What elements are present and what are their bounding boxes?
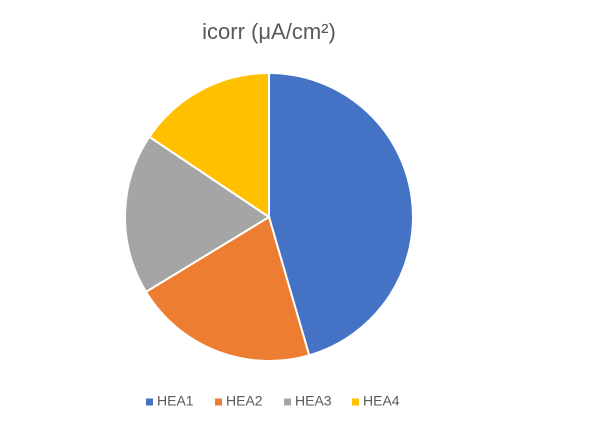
legend-swatch — [215, 398, 222, 406]
pie-slice — [144, 215, 311, 362]
pie-slice — [124, 135, 271, 294]
legend-label: HEA3 — [295, 393, 332, 409]
legend-label: HEA4 — [363, 393, 400, 409]
chart-title: icorr (μA/cm²) — [202, 19, 336, 44]
legend-swatch — [352, 398, 359, 406]
legend-swatch — [284, 398, 291, 406]
pie-slice — [148, 71, 270, 219]
legend-label: HEA2 — [226, 393, 263, 409]
pie-slice — [268, 71, 414, 357]
legend-swatch — [146, 398, 153, 406]
legend-label: HEA1 — [157, 393, 194, 409]
